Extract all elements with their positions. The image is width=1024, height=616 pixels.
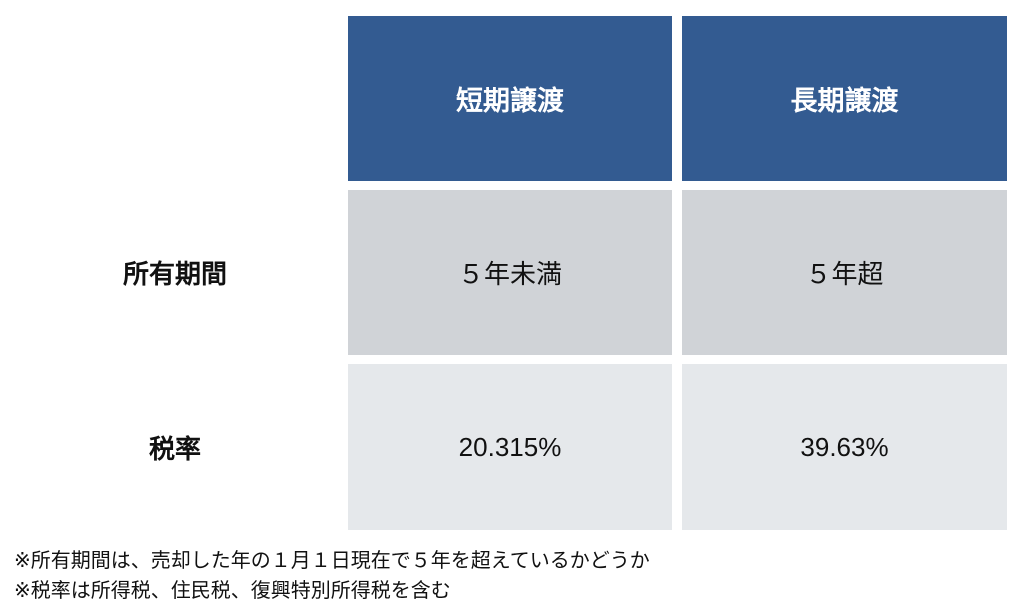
row-label: 税率 — [148, 433, 201, 464]
table-cell: ５年未満 — [348, 190, 672, 355]
table-cell: 39.63% — [682, 364, 1007, 530]
row-label: 所有期間 — [122, 259, 227, 289]
table-cell: ５年超 — [682, 190, 1007, 355]
footnote: ※所有期間は、売却した年の１月１日現在で５年を超えているかどうか — [14, 550, 650, 572]
column-header: 長期譲渡 — [682, 16, 1007, 181]
footnote: ※税率は所得税、住民税、復興特別所得税を含む — [14, 580, 451, 602]
table-cell: 20.315% — [348, 364, 672, 530]
column-header: 短期譲渡 — [348, 16, 672, 181]
